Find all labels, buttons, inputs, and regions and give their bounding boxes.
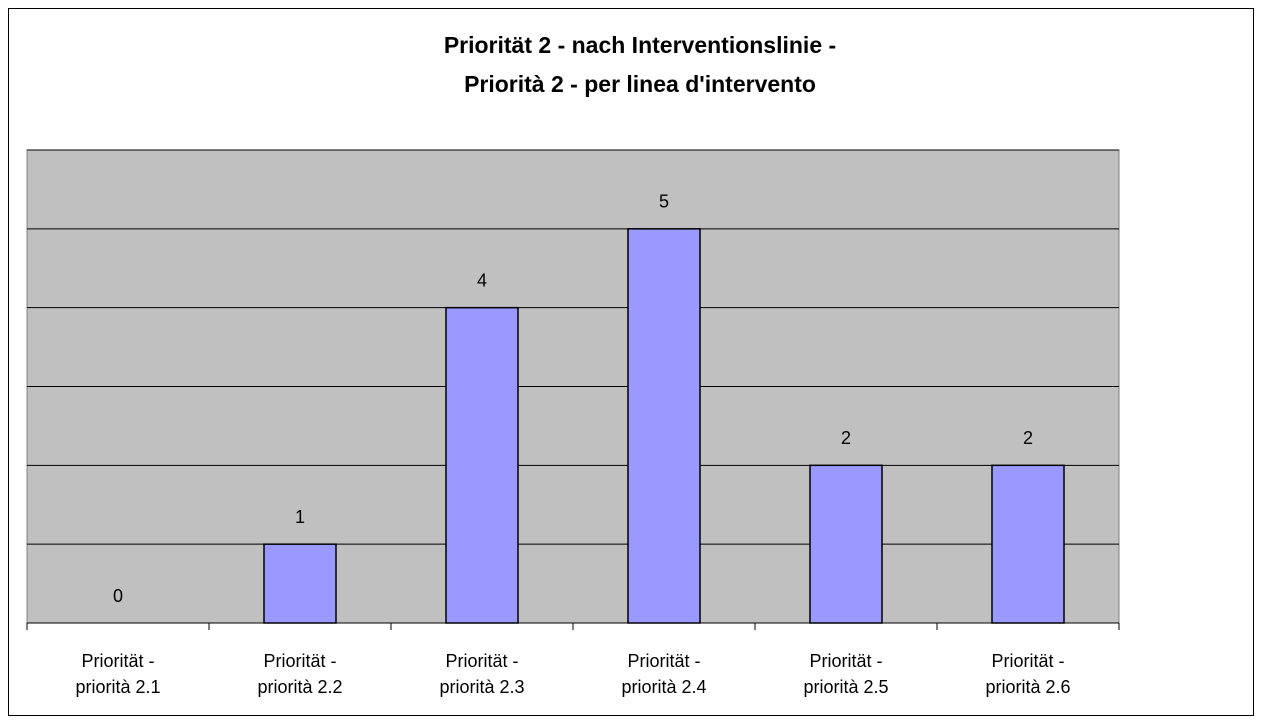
x-tick-label: Priorität -	[445, 651, 518, 671]
data-label: 2	[841, 428, 851, 448]
x-tick-label: priorità 2.1	[75, 677, 160, 697]
x-tick-label: Priorität -	[81, 651, 154, 671]
data-label: 4	[477, 270, 487, 290]
x-tick-label: Priorität -	[263, 651, 336, 671]
x-tick-label: Priorität -	[809, 651, 882, 671]
bar	[263, 543, 337, 624]
bar	[809, 464, 883, 624]
data-label: 0	[113, 586, 123, 606]
bar	[445, 306, 519, 624]
data-label: 2	[1023, 428, 1033, 448]
x-tick-label: priorità 2.4	[621, 677, 706, 697]
chart-title: Priorität 2 - nach Interventionslinie -	[444, 32, 836, 58]
bar	[991, 464, 1065, 624]
x-tick-label: priorità 2.6	[985, 677, 1070, 697]
x-tick-label: Priorität -	[627, 651, 700, 671]
data-label: 5	[659, 192, 669, 212]
data-label: 1	[295, 507, 305, 527]
chart-title: Priorità 2 - per linea d'intervento	[464, 71, 816, 97]
bar	[627, 228, 701, 624]
x-tick-label: priorità 2.3	[439, 677, 524, 697]
x-tick-label: priorità 2.5	[803, 677, 888, 697]
x-tick-label: priorità 2.2	[257, 677, 342, 697]
x-tick-label: Priorität -	[991, 651, 1064, 671]
